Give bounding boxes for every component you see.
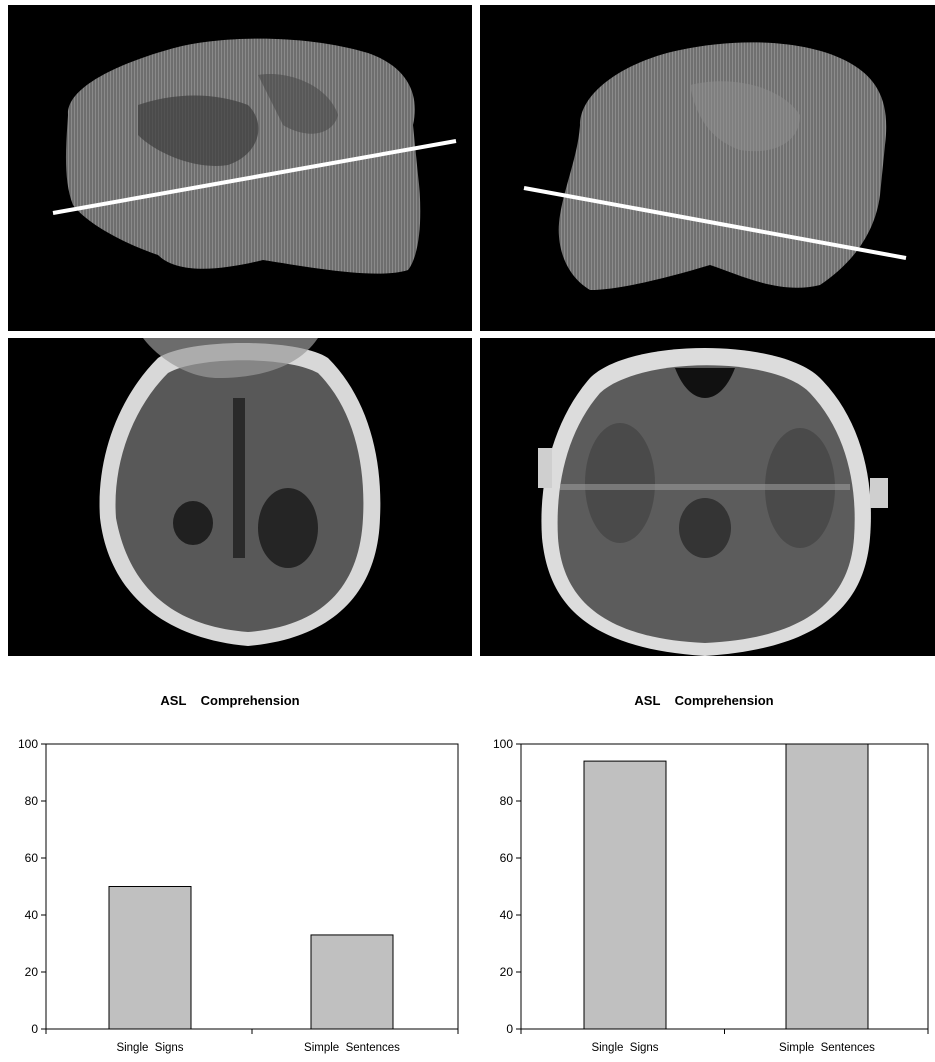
y-tick-label: 100 bbox=[493, 737, 513, 751]
slice-line bbox=[523, 186, 907, 260]
category-label: Simple Sentences bbox=[779, 1042, 875, 1054]
sagittal-mri-right bbox=[480, 5, 935, 331]
y-tick-label: 40 bbox=[500, 908, 514, 922]
axial-mri-left bbox=[8, 338, 472, 656]
y-tick-label: 100 bbox=[18, 737, 38, 751]
bar-simple-sentences bbox=[310, 934, 394, 1030]
category-label: Simple Sentences bbox=[304, 1042, 400, 1054]
plot-area bbox=[45, 743, 459, 1030]
y-tick-label: 20 bbox=[25, 965, 39, 979]
bar-chart-right-svg: ASL Comprehension 0 20 40 60 80 100 Single Sign… bbox=[493, 693, 929, 1054]
bar-single-signs bbox=[108, 886, 192, 1030]
bar-chart-left-svg: ASL Comprehension 0 20 40 60 80 100 Single Sign… bbox=[18, 693, 459, 1054]
brain-tissue bbox=[558, 42, 887, 290]
bar-chart-right: ASL Comprehension 0 20 40 60 80 100 Single Sign… bbox=[470, 676, 935, 1062]
axial-mri-right bbox=[480, 338, 935, 656]
axial-mri-left-image bbox=[99, 338, 381, 646]
sagittal-mri-left-image bbox=[52, 38, 457, 274]
chart-title: ASL Comprehension bbox=[634, 693, 773, 708]
y-tick-label: 60 bbox=[25, 851, 39, 865]
y-tick-label: 80 bbox=[500, 794, 514, 808]
category-label: Single Signs bbox=[591, 1042, 658, 1054]
y-tick-label: 40 bbox=[25, 908, 39, 922]
bar-chart-left: ASL Comprehension 0 20 40 60 80 100 Single Sign… bbox=[0, 676, 470, 1062]
sagittal-mri-left bbox=[8, 5, 472, 331]
y-tick-label: 80 bbox=[25, 794, 39, 808]
slice-line bbox=[52, 139, 457, 215]
sagittal-mri-right-image bbox=[523, 42, 907, 290]
axial-mri-right-image bbox=[538, 348, 888, 656]
y-tick-label: 20 bbox=[500, 965, 514, 979]
y-tick-label: 0 bbox=[31, 1022, 38, 1036]
category-label: Single Signs bbox=[116, 1042, 183, 1054]
chart-title: ASL Comprehension bbox=[160, 693, 299, 708]
y-tick-label: 60 bbox=[500, 851, 514, 865]
y-tick-label: 0 bbox=[506, 1022, 513, 1036]
bar-single-signs bbox=[583, 760, 667, 1030]
bar-simple-sentences bbox=[785, 743, 869, 1030]
